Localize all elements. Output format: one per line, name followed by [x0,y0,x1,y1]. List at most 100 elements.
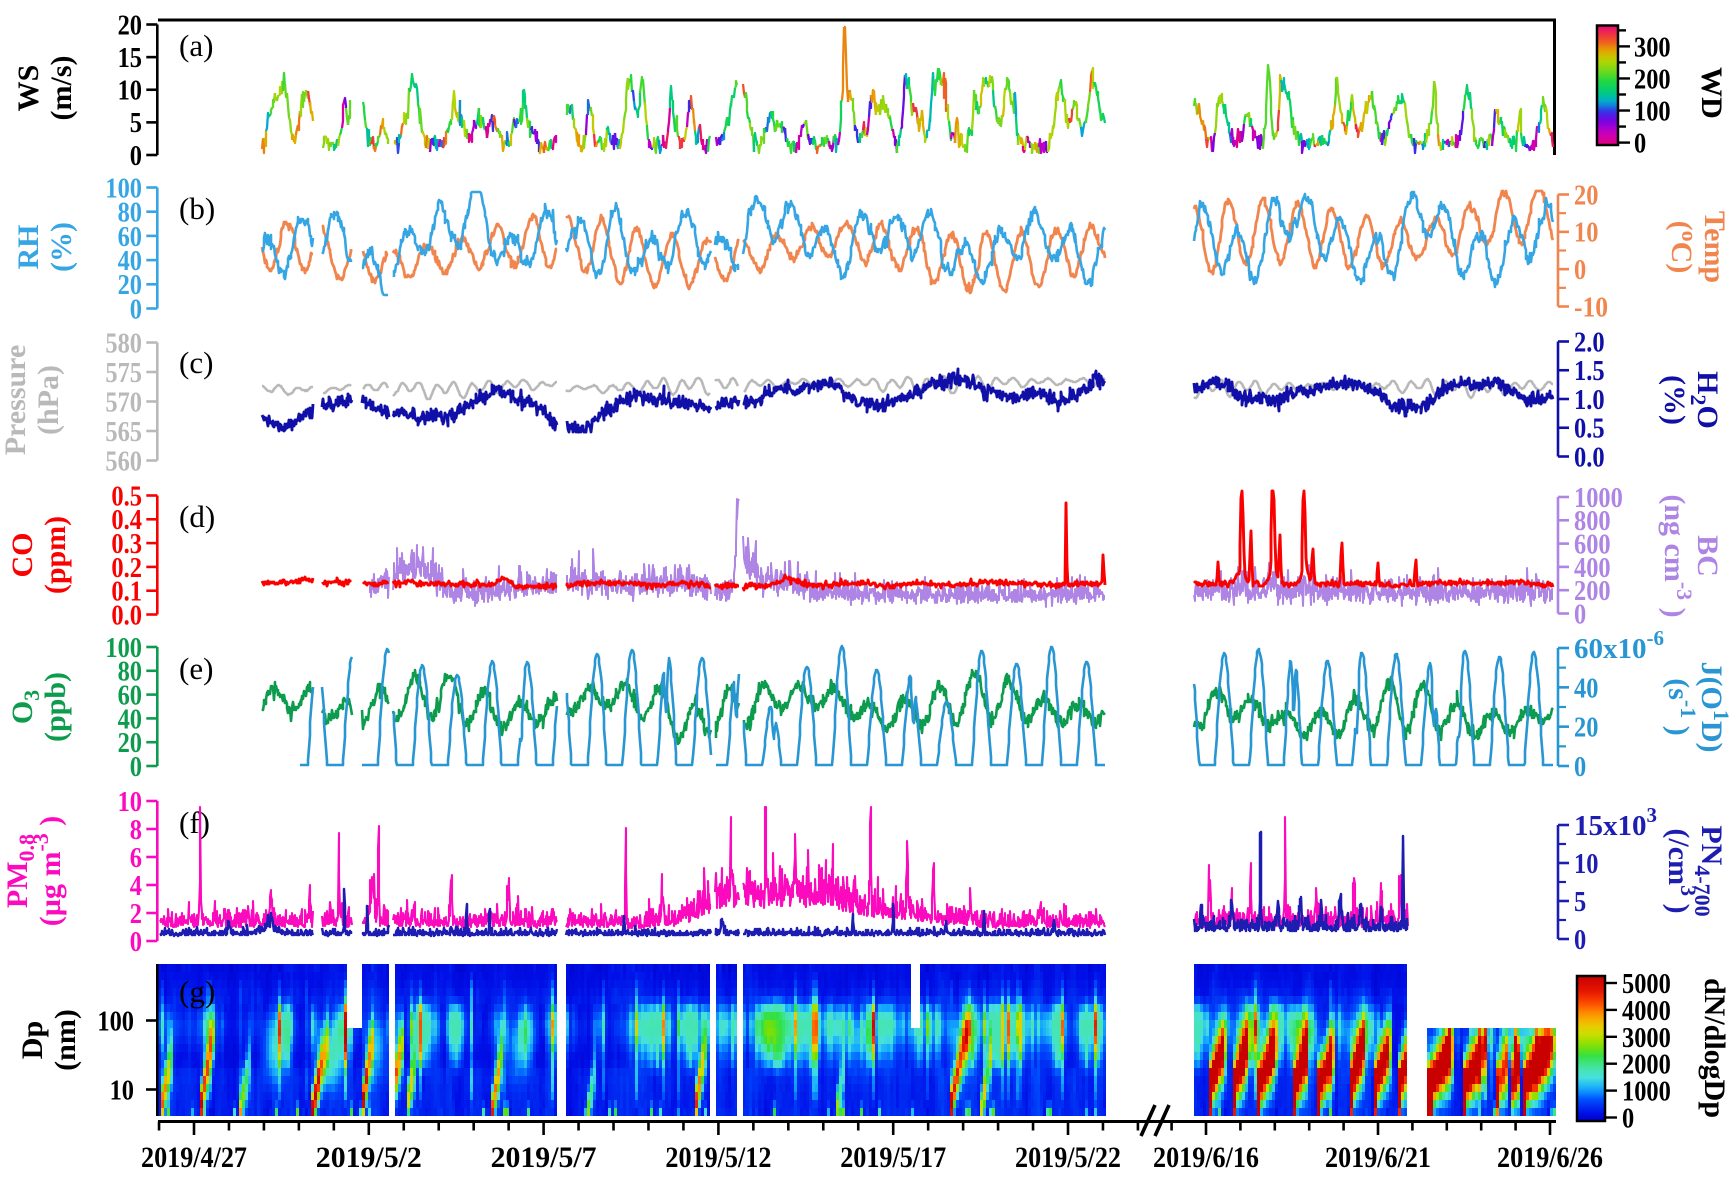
svg-text:(ppm): (ppm) [39,516,72,594]
svg-text:0.5: 0.5 [1574,413,1605,445]
svg-text:2019/5/17: 2019/5/17 [840,1141,946,1174]
svg-text:H2O: H2O [1686,371,1724,429]
svg-text:100: 100 [105,172,142,204]
svg-text:Pressure: Pressure [0,345,32,456]
svg-text:2019/6/16: 2019/6/16 [1153,1141,1259,1174]
svg-text:10: 10 [110,1075,134,1107]
svg-text:(a): (a) [179,28,213,63]
svg-text:(hPa): (hPa) [32,365,65,435]
svg-text:10: 10 [1574,848,1598,880]
svg-text:(e): (e) [179,651,213,686]
svg-text:dN/dlogDp: dN/dlogDp [1698,978,1731,1118]
svg-text:(%): (%) [45,222,78,272]
svg-text:300: 300 [1634,31,1671,63]
svg-text:0: 0 [1574,751,1586,783]
svg-text:RH: RH [12,225,45,270]
svg-text:40: 40 [1574,672,1598,704]
svg-text:0.5: 0.5 [111,480,142,512]
svg-text:60: 60 [118,221,142,253]
svg-text:0: 0 [1574,924,1586,956]
svg-text:-10: -10 [1574,291,1608,323]
svg-text:2019/6/21: 2019/6/21 [1325,1141,1431,1174]
svg-text:2019/4/27: 2019/4/27 [141,1141,247,1174]
svg-text:0: 0 [130,293,142,325]
svg-text:15: 15 [118,42,142,74]
svg-text:3000: 3000 [1622,1022,1671,1054]
svg-text:(d): (d) [179,499,215,534]
svg-text:5: 5 [1574,886,1586,918]
svg-text:(ppb): (ppb) [39,672,72,742]
svg-text:WS: WS [12,65,45,112]
svg-text:0: 0 [1622,1103,1634,1135]
svg-text:40: 40 [118,703,142,735]
svg-text:0: 0 [1634,128,1646,160]
svg-text:WD: WD [1695,67,1728,119]
svg-text:2000: 2000 [1622,1049,1671,1081]
svg-text:80: 80 [118,656,142,688]
svg-text:BC: BC [1691,535,1724,577]
svg-text:2019/6/26: 2019/6/26 [1497,1141,1603,1174]
svg-text:575: 575 [105,357,142,389]
svg-text:(c): (c) [179,345,213,380]
svg-text:20: 20 [1574,179,1598,211]
svg-text:4000: 4000 [1622,995,1671,1027]
svg-text:(g): (g) [179,974,215,1009]
svg-text:200: 200 [1634,63,1671,95]
svg-text:(m/s): (m/s) [45,56,78,121]
svg-text:20: 20 [1574,712,1598,744]
svg-text:565: 565 [105,416,142,448]
svg-text:(/cm3 ): (/cm3 ) [1662,828,1701,913]
svg-text:(µg m-3 ): (µg m-3 ) [28,816,67,927]
svg-text:0.2: 0.2 [111,552,142,584]
svg-text:0: 0 [130,140,142,172]
svg-text:5: 5 [130,107,142,139]
svg-text:200: 200 [1574,575,1611,607]
svg-text:CO: CO [6,533,39,578]
svg-text:1.0: 1.0 [1574,384,1605,416]
svg-text:2019/5/12: 2019/5/12 [665,1141,771,1174]
svg-text:0: 0 [130,926,142,958]
svg-text:0: 0 [1574,598,1586,630]
svg-text:(oC): (oC) [1665,221,1702,274]
svg-text:10: 10 [118,786,142,818]
svg-text:PM0.8: PM0.8 [1,834,39,908]
svg-text:800: 800 [1574,505,1611,537]
svg-text:8: 8 [130,814,142,846]
svg-text:580: 580 [105,327,142,359]
svg-text:Temp: Temp [1698,211,1731,283]
svg-text:2.0: 2.0 [1574,326,1605,358]
svg-text:0.4: 0.4 [111,504,142,536]
svg-text:1000: 1000 [1622,1076,1671,1108]
svg-text:0.0: 0.0 [111,599,142,631]
svg-text:(%): (%) [1658,375,1691,425]
svg-text:560: 560 [105,445,142,477]
svg-text:2019/5/22: 2019/5/22 [1015,1141,1121,1174]
svg-text:600: 600 [1574,528,1611,560]
svg-text:5000: 5000 [1622,968,1671,1000]
svg-text:1.5: 1.5 [1574,355,1605,387]
svg-text:2: 2 [130,898,142,930]
svg-text:60: 60 [118,679,142,711]
svg-text:0.0: 0.0 [1574,441,1605,473]
svg-text:1000: 1000 [1574,482,1623,514]
svg-text:570: 570 [105,386,142,418]
svg-text:40: 40 [118,245,142,277]
svg-text:(b): (b) [179,191,215,226]
svg-text:(f): (f) [179,805,210,840]
svg-text:20: 20 [118,269,142,301]
svg-text:15x103: 15x103 [1574,803,1657,842]
svg-text:100: 100 [1634,96,1671,128]
svg-text:80: 80 [118,197,142,229]
svg-text:100: 100 [105,632,142,664]
svg-text:Dp: Dp [16,1021,49,1059]
svg-text:10: 10 [1574,217,1598,249]
svg-text:6: 6 [130,842,142,874]
svg-text:20: 20 [118,727,142,759]
svg-text:400: 400 [1574,552,1611,584]
svg-text:0.3: 0.3 [111,528,142,560]
svg-text:J(O1D): J(O1D) [1695,662,1734,753]
svg-text:0: 0 [130,751,142,783]
svg-text:2019/5/7: 2019/5/7 [491,1141,597,1174]
svg-text:4: 4 [130,870,142,902]
svg-text:0: 0 [1574,254,1586,286]
